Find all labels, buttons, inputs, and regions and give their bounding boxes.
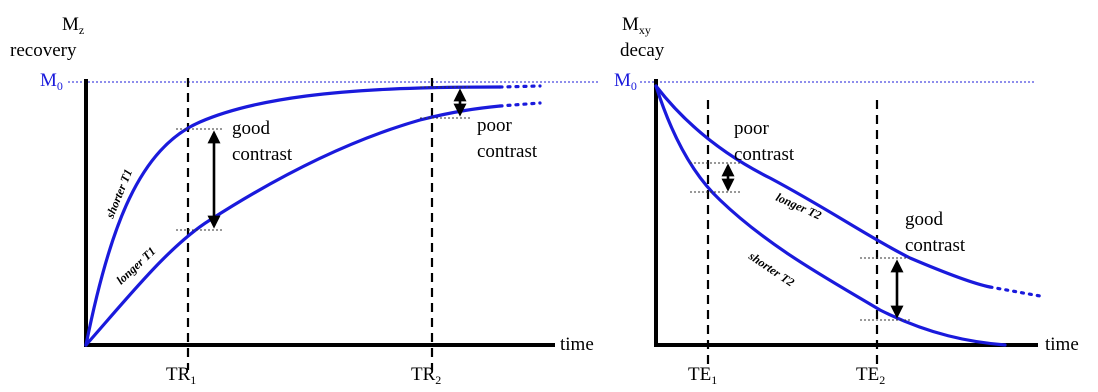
good-contrast-line1: good — [232, 118, 271, 139]
tr2-label: TR2 — [411, 364, 441, 387]
longer-t1-continuation — [498, 101, 542, 108]
good-contrast-line2-right: contrast — [905, 235, 966, 256]
te2-label: TE2 — [856, 364, 885, 387]
longer-t2-curve — [654, 84, 992, 289]
m0-label: M0 — [40, 70, 63, 93]
y-axis-label-line2: recovery — [10, 40, 77, 61]
poor-contrast-line2-right: contrast — [734, 144, 795, 165]
shorter-t1-curve — [84, 85, 502, 347]
longer-t1-label: longer T1 — [113, 244, 158, 287]
y-axis-label-main-right: Mxy — [622, 14, 651, 37]
x-axis-label: time — [560, 334, 594, 355]
longer-t2-continuation — [988, 285, 1042, 298]
poor-contrast-line1-right: poor — [734, 118, 770, 139]
te1-label: TE1 — [688, 364, 717, 387]
longer-t1-curve — [84, 104, 502, 347]
shorter-t2-curve — [654, 84, 1007, 347]
tr1-label: TR1 — [166, 364, 196, 387]
good-contrast-line2: contrast — [232, 144, 293, 165]
y-axis-label-main: Mz — [62, 14, 84, 37]
shorter-t1-continuation — [498, 84, 542, 89]
good-contrast-line1-right: good — [905, 209, 944, 230]
m0-label-right: M0 — [614, 70, 637, 93]
mxy-decay-panel: Mxy decay M0 time TE1 TE2 longer T2 shor… — [614, 14, 1079, 387]
poor-contrast-line2: contrast — [477, 141, 538, 162]
poor-contrast-line1: poor — [477, 115, 513, 136]
mz-recovery-panel: Mz recovery M0 time TR1 TR2 shorter T1 l… — [10, 14, 598, 387]
y-axis-label-line2-right: decay — [620, 40, 665, 61]
x-axis-label-right: time — [1045, 334, 1079, 355]
